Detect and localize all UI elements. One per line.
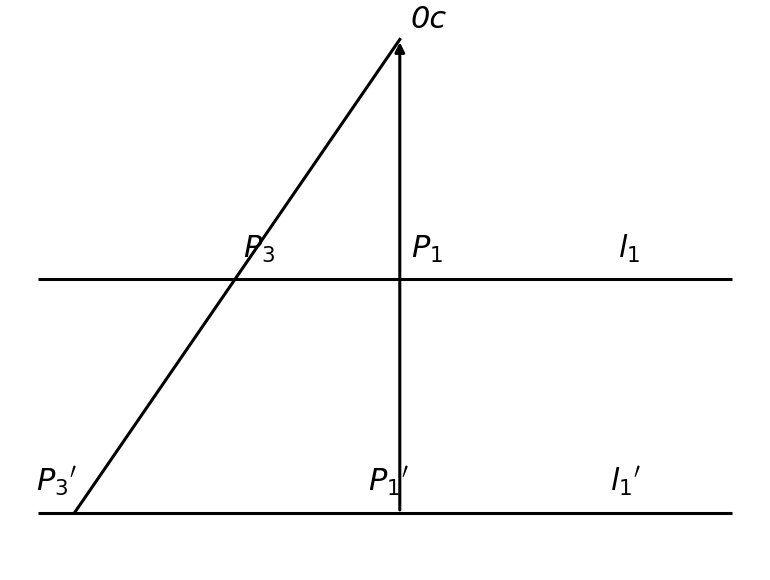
Text: $P_3{}'$: $P_3{}'$	[35, 465, 76, 499]
Text: $P_1$: $P_1$	[411, 234, 443, 265]
Text: $P_3$: $P_3$	[243, 234, 276, 265]
Text: $l_1$: $l_1$	[618, 233, 640, 265]
Text: $P_1{}'$: $P_1{}'$	[368, 465, 409, 499]
Text: $l_1{}'$: $l_1{}'$	[610, 465, 641, 499]
Text: 0c: 0c	[411, 5, 447, 34]
